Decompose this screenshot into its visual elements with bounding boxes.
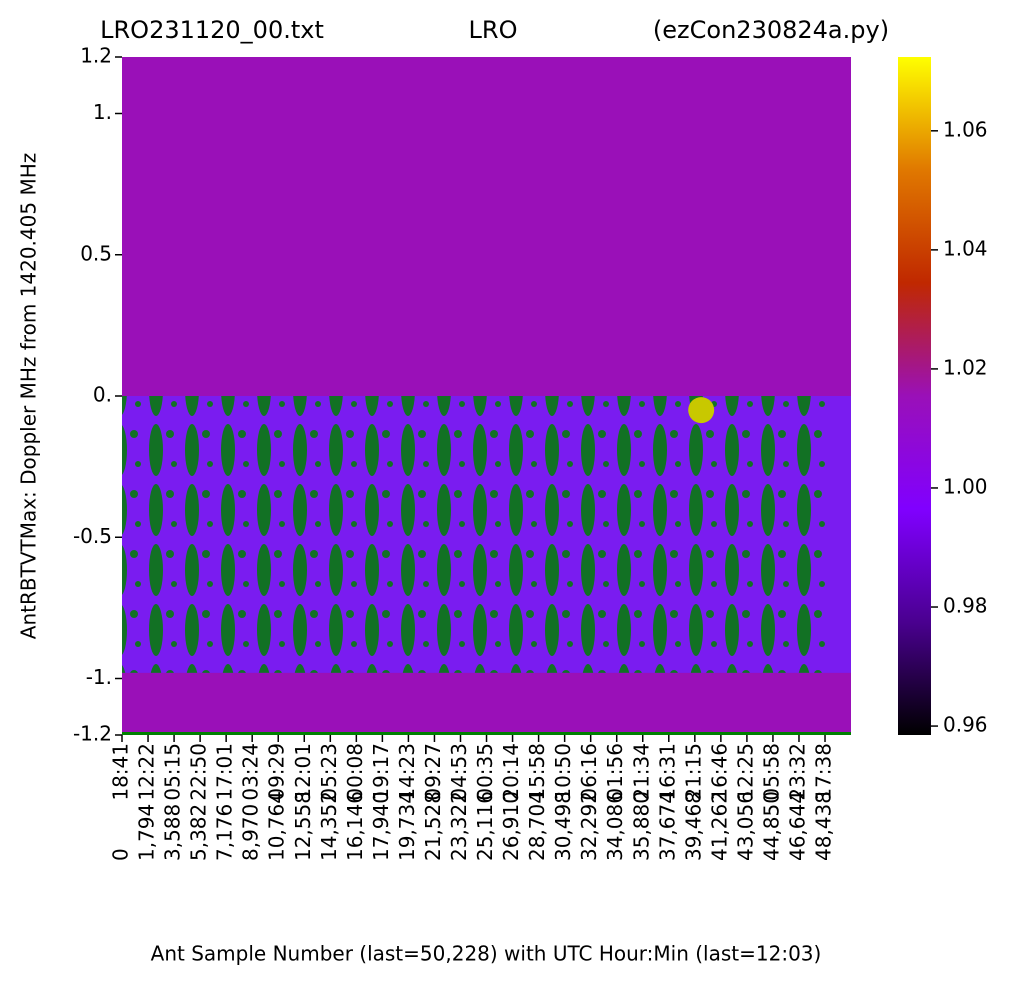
colorbar-tick-label: 1.06 (943, 117, 988, 141)
x-axis-label: Ant Sample Number (last=50,228) with UTC… (151, 942, 822, 966)
x-tick-label: 0 (109, 848, 133, 861)
x-tick-time: 18:41 (109, 743, 133, 801)
x-tick-time: 17:38 (812, 743, 836, 801)
x-tick-label: 16,146 (343, 791, 367, 861)
x-tick-label: 5,382 (187, 804, 211, 861)
colorbar (898, 57, 931, 735)
y-tick-label: -1. (86, 665, 112, 689)
x-tick-time: 12:25 (733, 743, 757, 801)
colorbar-tick-label: 1.00 (943, 474, 988, 498)
x-tick-label: 1,794 (135, 804, 159, 861)
x-tick-label: 21,528 (421, 791, 445, 861)
x-tick-label: 14,352 (317, 791, 341, 861)
x-tick-time: 05:58 (759, 743, 783, 801)
x-tick-label: 19,734 (395, 791, 419, 861)
x-tick-time: 16:46 (707, 743, 731, 801)
x-tick-label: 35,880 (629, 791, 653, 861)
colorbar-tick-label: 1.04 (943, 236, 988, 260)
x-tick-label: 28,704 (525, 791, 549, 861)
y-tick-label: -0.5 (73, 524, 112, 548)
x-tick-time: 14:23 (395, 743, 419, 801)
x-tick-time: 06:16 (577, 743, 601, 801)
y-tick-label: 0.5 (80, 241, 112, 265)
x-tick-label: 17,940 (369, 791, 393, 861)
marker (688, 397, 715, 424)
x-tick-time: 23:32 (785, 743, 809, 801)
x-tick-time: 20:14 (499, 743, 523, 801)
y-tick-label: 0. (93, 383, 112, 407)
x-tick-label: 48,438 (812, 791, 836, 861)
x-tick-label: 39,468 (681, 791, 705, 861)
y-tick-label: 1.2 (80, 44, 112, 68)
x-tick-time: 12:01 (291, 743, 315, 801)
y-tick-label: -1.2 (73, 722, 112, 746)
y-tick-label: 1. (93, 100, 112, 124)
x-tick-label: 26,910 (499, 791, 523, 861)
x-tick-time: 03:24 (239, 743, 263, 801)
x-tick-time: 01:56 (603, 743, 627, 801)
x-tick-time: 21:15 (681, 743, 705, 801)
x-tick-time: 00:35 (473, 743, 497, 801)
x-tick-label: 7,176 (213, 804, 237, 861)
x-tick-time: 09:27 (421, 743, 445, 801)
y-axis-label: AntRBTVTMax: Doppler MHz from 1420.405 M… (17, 153, 41, 639)
x-tick-label: 3,588 (161, 804, 185, 861)
x-tick-label: 46,644 (785, 791, 809, 861)
heat-band (122, 57, 851, 396)
x-tick-label: 37,674 (655, 791, 679, 861)
x-tick-time: 05:23 (317, 743, 341, 801)
x-tick-label: 30,498 (551, 791, 575, 861)
title-station: LRO (469, 16, 518, 44)
x-tick-label: 41,262 (707, 791, 731, 861)
x-tick-time: 15:58 (525, 743, 549, 801)
x-tick-time: 19:17 (369, 743, 393, 801)
x-tick-label: 10,764 (265, 791, 289, 861)
x-tick-label: 32,292 (577, 791, 601, 861)
x-tick-time: 00:08 (343, 743, 367, 801)
x-tick-time: 10:50 (551, 743, 575, 801)
colorbar-tick-label: 1.02 (943, 355, 988, 379)
colorbar-tick-label: 0.96 (943, 713, 988, 737)
x-tick-time: 04:53 (447, 743, 471, 801)
x-tick-label: 44,850 (759, 791, 783, 861)
x-tick-time: 17:01 (213, 743, 237, 801)
x-tick-label: 12,558 (291, 791, 315, 861)
title-file: LRO231120_00.txt (100, 16, 324, 44)
x-tick-time: 12:22 (135, 743, 159, 801)
colorbar-tick-label: 0.98 (943, 594, 988, 618)
x-tick-label: 8,970 (239, 804, 263, 861)
x-tick-label: 34,086 (603, 791, 627, 861)
x-tick-time: 22:50 (187, 743, 211, 801)
title-program: (ezCon230824a.py) (653, 16, 889, 44)
green-texture (122, 396, 831, 673)
x-tick-label: 25,116 (473, 791, 497, 861)
x-tick-label: 23,322 (447, 791, 471, 861)
green-edge (122, 732, 851, 735)
x-tick-time: 05:15 (161, 743, 185, 801)
x-tick-label: 43,056 (733, 791, 757, 861)
x-tick-time: 09:29 (265, 743, 289, 801)
x-tick-time: 16:31 (655, 743, 679, 801)
x-tick-time: 21:34 (629, 743, 653, 801)
